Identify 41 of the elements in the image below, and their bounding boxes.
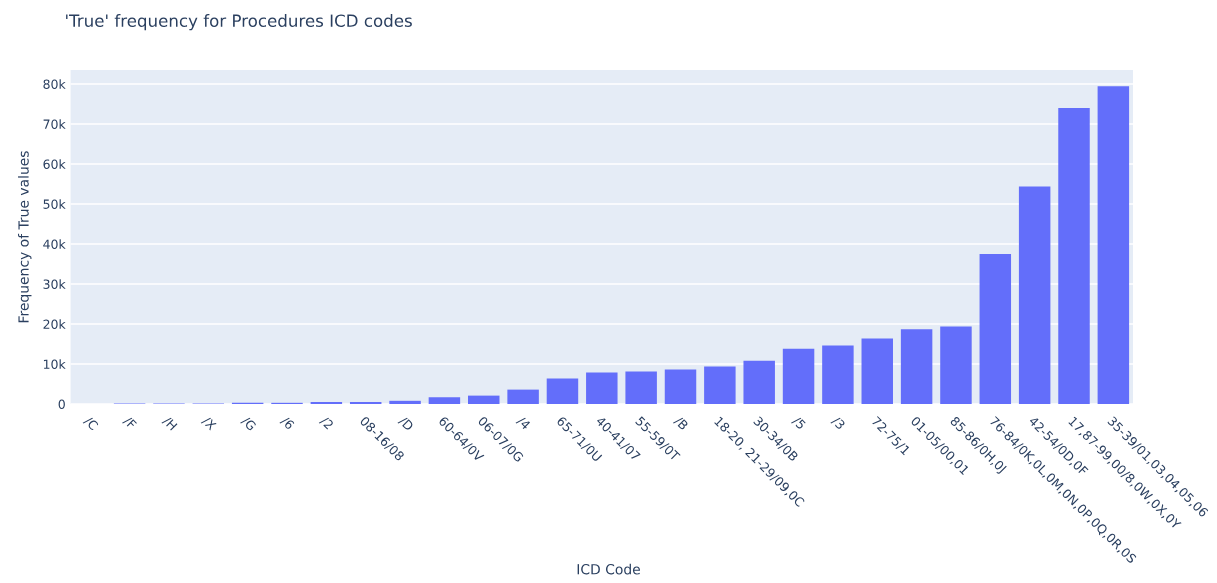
bar bbox=[507, 389, 539, 405]
x-tick-label: /X bbox=[200, 415, 217, 432]
y-tick-label: 60k bbox=[43, 159, 66, 169]
y-tick-label: 0 bbox=[58, 399, 65, 409]
bar bbox=[586, 372, 618, 405]
bar bbox=[1097, 86, 1130, 405]
bar bbox=[782, 348, 815, 405]
x-tick-label: /C bbox=[82, 415, 99, 432]
bar bbox=[664, 369, 697, 405]
y-axis-title: Frequency of True values bbox=[18, 151, 32, 323]
bar bbox=[1058, 107, 1090, 405]
bar bbox=[349, 402, 382, 405]
x-tick-label: /2 bbox=[318, 415, 334, 431]
y-tick-label: 20k bbox=[43, 319, 66, 329]
x-tick-label: /6 bbox=[279, 415, 295, 431]
x-tick-label: /F bbox=[122, 415, 137, 431]
y-tick-label: 40k bbox=[43, 239, 66, 249]
bar bbox=[979, 253, 1012, 405]
bar bbox=[546, 378, 579, 405]
x-tick-label: /3 bbox=[830, 415, 846, 431]
x-tick-label: /H bbox=[161, 415, 178, 432]
y-tick-label: 80k bbox=[43, 79, 66, 89]
y-tick-label: 30k bbox=[43, 279, 66, 289]
bar bbox=[468, 395, 500, 405]
bar bbox=[389, 400, 421, 405]
y-tick-label: 10k bbox=[43, 359, 66, 369]
bar bbox=[743, 360, 775, 405]
bar bbox=[428, 397, 461, 405]
bar bbox=[625, 371, 657, 405]
bar bbox=[900, 329, 933, 405]
bar bbox=[861, 338, 893, 405]
y-tick-label: 50k bbox=[43, 199, 66, 209]
y-tick-label: 70k bbox=[43, 119, 66, 129]
x-axis-title: ICD Code bbox=[577, 563, 640, 575]
bar bbox=[704, 366, 736, 405]
x-tick-label: /G bbox=[240, 415, 257, 432]
bar bbox=[940, 326, 972, 405]
chart-title: 'True' frequency for Procedures ICD codes bbox=[66, 14, 412, 31]
bar bbox=[1018, 186, 1051, 405]
bar bbox=[310, 402, 343, 405]
bar bbox=[822, 345, 854, 405]
